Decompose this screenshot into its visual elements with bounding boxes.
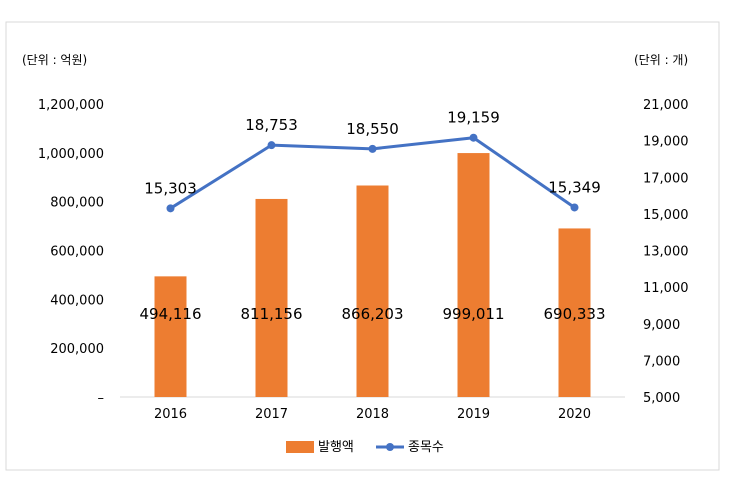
left-axis-tick: 800,000 [50, 196, 104, 211]
bar [457, 153, 490, 397]
right-axis-tick: 17,000 [643, 171, 689, 186]
legend-bar-label: 발행액 [318, 439, 354, 455]
bar [154, 276, 187, 397]
bar-data-labels: 494,116 811,156 866,203 999,011 690,333 [139, 305, 605, 323]
x-axis-tick: 2016 [154, 407, 187, 422]
right-axis-tick: 21,000 [643, 98, 689, 113]
line-point [570, 203, 579, 212]
bar-series-group [154, 153, 591, 397]
right-axis-tick: 13,000 [643, 245, 689, 260]
line-data-label: 18,550 [346, 120, 399, 138]
line-data-label: 18,753 [245, 116, 298, 134]
left-axis-tick: 200,000 [50, 342, 104, 357]
x-axis-tick: 2018 [356, 407, 389, 422]
bar-data-label: 494,116 [139, 305, 201, 323]
left-axis-tick: 600,000 [50, 245, 104, 260]
left-axis-unit-label: (단위 : 억원) [22, 53, 87, 67]
x-axis-tick-labels: 2016 2017 2018 2019 2020 [154, 407, 591, 422]
line-data-label: 19,159 [447, 109, 500, 127]
x-axis-tick: 2020 [558, 407, 591, 422]
right-axis-unit-label: (단위 : 개) [634, 53, 688, 67]
line-data-label: 15,349 [548, 178, 601, 196]
bar-data-label: 999,011 [442, 305, 504, 323]
bar [558, 228, 591, 397]
left-axis-tick: 400,000 [50, 293, 104, 308]
left-axis-tick-labels: – 200,000 400,000 600,000 800,000 1,000,000 1,… [38, 98, 104, 406]
bar [356, 185, 389, 397]
line-point [469, 133, 478, 142]
left-axis-tick: 1,200,000 [38, 98, 104, 113]
legend-line-label: 종목수 [408, 440, 444, 455]
x-axis-tick: 2019 [457, 407, 490, 422]
x-axis-tick: 2017 [255, 407, 288, 422]
line-point [368, 144, 377, 153]
bar-data-label: 866,203 [341, 305, 403, 323]
line-point [267, 141, 276, 150]
left-axis-tick: 1,000,000 [38, 147, 104, 162]
bar-data-label: 811,156 [240, 305, 302, 323]
right-axis-tick: 7,000 [643, 354, 680, 369]
right-axis-tick-labels: 5,000 7,000 9,000 11,000 13,000 15,000 17,000 1… [643, 98, 689, 406]
right-axis-tick: 5,000 [643, 391, 680, 406]
line-data-label: 15,303 [144, 179, 197, 197]
legend-line-marker [386, 443, 394, 451]
right-axis-tick: 9,000 [643, 318, 680, 333]
line-series-group [166, 133, 579, 213]
legend: 발행액 종목수 [286, 439, 444, 455]
line-data-labels: 15,303 18,753 18,550 19,159 15,349 [144, 109, 601, 198]
bar-data-label: 690,333 [543, 305, 605, 323]
right-axis-tick: 19,000 [643, 135, 689, 150]
right-axis-tick: 11,000 [643, 281, 689, 296]
line-point [166, 204, 175, 213]
legend-bar-swatch [286, 441, 314, 453]
left-axis-tick: – [98, 391, 105, 406]
right-axis-tick: 15,000 [643, 208, 689, 223]
bar [255, 198, 288, 397]
